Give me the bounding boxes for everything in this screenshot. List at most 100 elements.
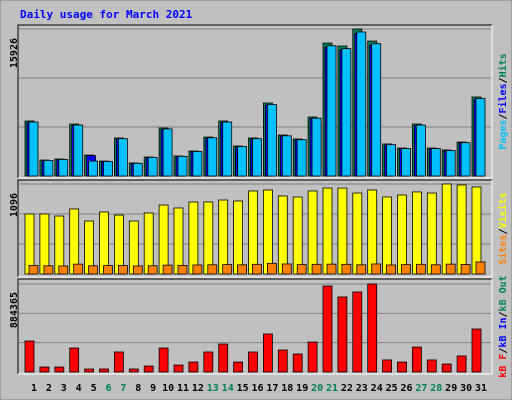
bar: [311, 117, 322, 177]
bar: [203, 351, 214, 373]
bar: [411, 191, 422, 275]
bar: [218, 343, 229, 373]
bar: [203, 201, 214, 275]
legend: Pages/Files/Hits: [497, 53, 509, 149]
bar: [277, 195, 288, 275]
bar: [371, 263, 382, 275]
bar: [118, 265, 128, 275]
bar: [471, 328, 482, 373]
bar: [88, 265, 98, 275]
legend-separator: /: [498, 77, 509, 83]
legend-entry: Files: [497, 83, 509, 113]
legend-separator: /: [498, 228, 509, 234]
bar: [426, 359, 437, 373]
legend-entry: kB Out: [498, 275, 509, 311]
bar: [460, 264, 471, 275]
x-tick-label: 13: [207, 383, 219, 394]
bar: [73, 124, 84, 177]
bar: [456, 184, 467, 275]
chart-title: Daily usage for March 2021: [20, 8, 193, 21]
bar: [460, 142, 471, 177]
bar: [397, 361, 407, 373]
legend-separator: /: [498, 311, 509, 317]
x-tick-label: 23: [356, 383, 368, 394]
x-tick-label: 15: [237, 383, 249, 394]
bar: [28, 121, 39, 177]
legend-separator: /: [498, 348, 509, 354]
bar: [188, 361, 199, 373]
bar: [147, 156, 158, 177]
bar: [114, 351, 124, 373]
bar: [382, 196, 393, 275]
x-tick-label: 31: [475, 383, 487, 394]
bar: [471, 186, 482, 275]
legend-separator: /: [498, 114, 509, 120]
x-tick-label: 27: [415, 383, 427, 394]
bar: [252, 263, 262, 275]
bar: [99, 368, 109, 373]
bar: [415, 124, 426, 177]
bar: [386, 144, 397, 177]
bar: [39, 366, 50, 373]
bar: [192, 151, 203, 177]
x-tick-label: 20: [311, 383, 323, 394]
bar: [341, 48, 352, 177]
bar: [248, 190, 258, 275]
x-tick-label: 12: [192, 383, 204, 394]
bar: [128, 368, 139, 373]
x-tick-label: 18: [281, 383, 293, 394]
panel-border: [17, 179, 492, 277]
x-tick-label: 5: [91, 383, 97, 394]
legend-entry: Hits: [497, 53, 509, 77]
panel-border: [18, 279, 493, 375]
x-tick-label: 17: [266, 383, 278, 394]
bar: [233, 200, 244, 275]
bar: [262, 189, 273, 275]
legend: Sites/Visits: [497, 192, 509, 264]
bar: [43, 265, 54, 275]
x-tick-label: 19: [296, 383, 308, 394]
bar: [311, 263, 322, 275]
bar: [177, 264, 188, 275]
bar: [173, 207, 184, 275]
bar: [430, 148, 441, 177]
bar: [177, 155, 188, 177]
bar: [367, 283, 378, 373]
bar: [69, 347, 80, 373]
bar: [99, 211, 109, 275]
bar: [401, 148, 411, 177]
bar: [426, 192, 437, 275]
x-tick-label: 7: [120, 383, 126, 394]
bar: [58, 265, 69, 275]
bar: [356, 264, 367, 275]
bar: [218, 199, 229, 275]
bar: [475, 98, 486, 177]
y-tick-label: 15926: [9, 38, 20, 68]
bar: [322, 285, 333, 373]
y-tick-label: 884365: [9, 292, 20, 328]
legend-entry: Pages: [498, 120, 509, 150]
bar: [415, 263, 426, 275]
legend-entry: kB In: [498, 317, 509, 347]
x-tick-label: 24: [371, 383, 383, 394]
bar: [143, 365, 154, 373]
bar: [296, 139, 307, 177]
bar: [445, 150, 456, 177]
bar: [281, 135, 292, 177]
bar: [326, 263, 337, 275]
bar: [162, 128, 173, 177]
bar: [222, 121, 233, 177]
bar: [158, 347, 169, 373]
bar: [371, 43, 382, 177]
bar: [367, 189, 378, 275]
bar: [356, 31, 367, 177]
bar: [307, 341, 318, 373]
bar: [192, 264, 203, 275]
bar: [430, 264, 441, 275]
bar: [292, 196, 303, 275]
bar: [337, 187, 348, 275]
bar: [237, 146, 248, 177]
bar: [222, 264, 233, 275]
x-tick-label: 2: [46, 383, 52, 394]
